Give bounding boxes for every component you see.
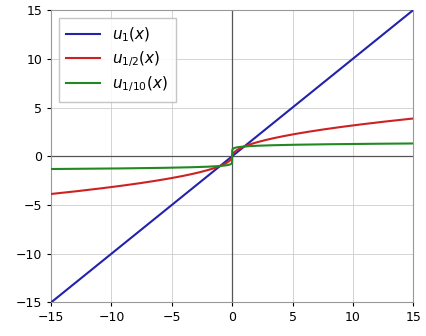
$u_{1/10}(x)$	[187, 165, 193, 169]
$u_{1/10}(x)$	[49, 167, 54, 171]
Line: $u_{1/2}(x)$: $u_{1/2}(x)$	[51, 119, 413, 194]
$u_{1/10}(x)$	[411, 141, 416, 145]
$u_{1/10}(x)$	[403, 141, 409, 145]
$u_{1/2}(x)$	[411, 117, 416, 121]
$u_1(x)$	[411, 8, 416, 12]
$u_1(x)$	[111, 250, 116, 254]
$u_{1/10}(x)$	[111, 166, 116, 170]
$u_{1/2}(x)$	[203, 169, 208, 173]
$u_{1/2}(x)$	[49, 192, 54, 196]
$u_1(x)$	[365, 45, 370, 49]
Legend: $u_1(x)$, $u_{1/2}(x)$, $u_{1/10}(x)$: $u_1(x)$, $u_{1/2}(x)$, $u_{1/10}(x)$	[59, 18, 176, 102]
Line: $u_1(x)$: $u_1(x)$	[51, 10, 413, 302]
$u_{1/2}(x)$	[90, 187, 95, 192]
$u_1(x)$	[49, 300, 54, 304]
$u_1(x)$	[187, 188, 193, 192]
$u_1(x)$	[403, 14, 409, 18]
$u_{1/10}(x)$	[365, 142, 370, 146]
$u_{1/2}(x)$	[111, 185, 116, 189]
$u_{1/10}(x)$	[203, 165, 208, 169]
$u_{1/2}(x)$	[403, 117, 409, 121]
$u_{1/10}(x)$	[90, 167, 95, 171]
$u_1(x)$	[90, 267, 95, 271]
$u_1(x)$	[203, 176, 208, 180]
$u_{1/2}(x)$	[365, 122, 370, 126]
Line: $u_{1/10}(x)$: $u_{1/10}(x)$	[51, 143, 413, 169]
$u_{1/2}(x)$	[187, 172, 193, 176]
